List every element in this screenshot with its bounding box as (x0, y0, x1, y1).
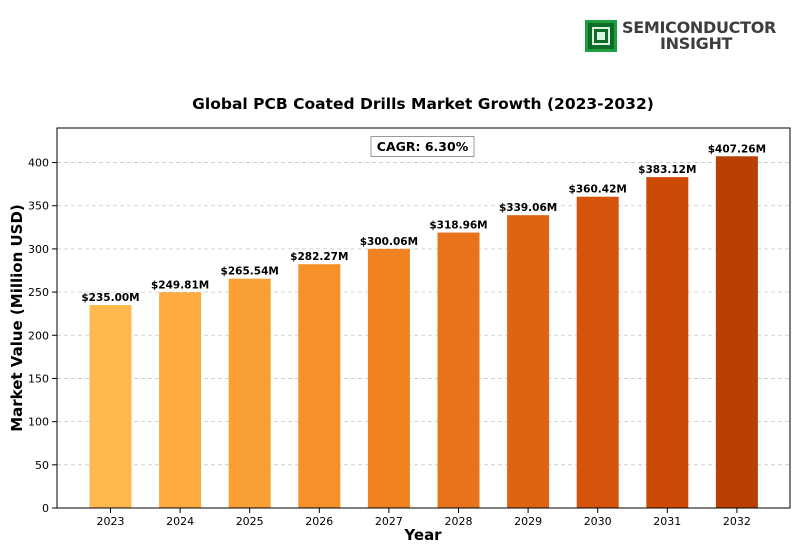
bar (646, 177, 689, 508)
bar-value-label: $249.81M (151, 279, 209, 291)
bar (507, 215, 550, 508)
y-axis-label: Market Value (Million USD) (8, 204, 26, 432)
y-tick-label: 50 (35, 459, 49, 472)
y-tick-label: 200 (28, 329, 49, 342)
bar (715, 156, 758, 508)
bar (367, 248, 410, 508)
y-tick-label: 150 (28, 372, 49, 385)
bar (89, 305, 132, 508)
brand-logo: SEMICONDUCTOR INSIGHT (585, 20, 776, 52)
x-tick-label: 2030 (584, 515, 612, 528)
brand-wordmark: SEMICONDUCTOR INSIGHT (622, 20, 776, 52)
y-tick-label: 0 (42, 502, 49, 515)
x-tick-label: 2032 (723, 515, 751, 528)
y-tick-label: 250 (28, 286, 49, 299)
x-axis: 2023 2024 2025 2026 2027 2028 2029 2030 2031 2032 (97, 508, 751, 528)
bar-value-label: $282.27M (290, 251, 348, 263)
cagr-box-border (370, 136, 475, 157)
bar-value-label: $300.06M (360, 236, 418, 248)
y-tick-label: 400 (28, 157, 49, 170)
plot-frame (56, 127, 791, 509)
bar-value-labels: $235.00M $249.81M $265.54M $282.27M $300.06M… (81, 143, 766, 304)
bar-value-label: $383.12M (638, 164, 696, 176)
chart-title: Global PCB Coated Drills Market Growth (… (192, 95, 654, 113)
chip-icon (585, 20, 617, 52)
bar-value-label: $360.42M (569, 184, 627, 196)
y-tick-label: 350 (28, 200, 49, 213)
brand-line-1: SEMICONDUCTOR (622, 18, 777, 37)
bar-value-label: $339.06M (499, 202, 557, 214)
bar-value-label: $318.96M (429, 220, 487, 232)
x-tick-label: 2024 (166, 515, 194, 528)
x-tick-label: 2023 (97, 515, 125, 528)
bar-value-label: $407.26M (708, 143, 766, 155)
cagr-annotation: CAGR: 6.30% (377, 139, 469, 154)
bar-value-label: $235.00M (81, 292, 139, 304)
bars (89, 156, 758, 508)
y-axis: 0 50 100 150 200 250 300 350 400 (28, 157, 57, 515)
y-tick-label: 100 (28, 416, 49, 429)
cagr-box: CAGR: 6.30% (370, 136, 475, 157)
x-tick-label: 2028 (445, 515, 473, 528)
x-tick-label: 2026 (305, 515, 333, 528)
bar (228, 278, 271, 508)
bar (298, 264, 341, 508)
x-tick-label: 2027 (375, 515, 403, 528)
x-tick-label: 2031 (653, 515, 681, 528)
y-tick-label: 300 (28, 243, 49, 256)
x-axis-label: Year (403, 526, 442, 544)
bar (576, 196, 619, 508)
bar (437, 232, 480, 508)
bar (159, 292, 202, 508)
x-tick-label: 2029 (514, 515, 542, 528)
bar-value-label: $265.54M (221, 266, 279, 278)
brand-line-2: INSIGHT (660, 34, 733, 53)
x-tick-label: 2025 (236, 515, 264, 528)
